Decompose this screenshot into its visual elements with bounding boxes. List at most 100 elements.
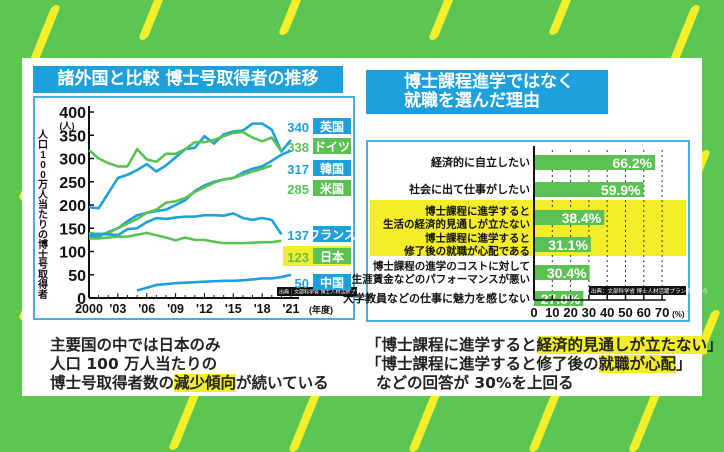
y-tick-label: 0 <box>77 291 86 308</box>
right-title-line2: 就職を選んだ理由 <box>404 91 540 111</box>
category-label: 修了後の就職が心配である <box>403 245 530 258</box>
bar-value-label: 27.0% <box>541 291 581 307</box>
highlight-text: 就職が心配 <box>598 355 677 373</box>
y-label-char: 0 <box>40 160 46 171</box>
y-label-char: 当 <box>38 198 48 211</box>
yellow-slash <box>527 392 562 452</box>
x-tick-label: '12 <box>196 302 213 316</box>
y-label-char: 口 <box>38 140 48 151</box>
legend-box <box>313 118 351 134</box>
left-footer-line2: 人口 100 万人当たりの <box>50 355 218 373</box>
line-chart: 0501001502002503003504002000'03'06'09'12… <box>37 105 385 316</box>
end-value-label: 123 <box>287 250 309 265</box>
text: が続いている <box>236 374 329 392</box>
end-value-label: 50 <box>295 276 309 291</box>
source-box <box>589 286 686 295</box>
bar-value-label: 31.1% <box>548 237 588 253</box>
yellow-slash <box>277 0 312 35</box>
legend-label: ドイツ <box>314 140 350 154</box>
legend-box <box>313 226 351 242</box>
x-tick-label: 20 <box>563 305 577 320</box>
text: 」 <box>707 336 723 354</box>
yellow-slash <box>667 5 702 65</box>
yellow-slash <box>137 0 172 40</box>
y-label-char: 0 <box>40 170 46 181</box>
x-tick-label: '03 <box>109 302 126 316</box>
right-footer: 「博士課程に進学すると経済的見通しが立たない」 「博士課程に進学すると修了後の就… <box>366 336 723 393</box>
x-tick-label: 0 <box>530 305 537 320</box>
bar-value-label: 38.4% <box>562 210 602 226</box>
left-footer: 主要国の中では日本のみ 人口 100 万人当たりの 博士号取得者数の減少傾向が続… <box>50 336 329 393</box>
y-tick-label: 150 <box>59 221 86 238</box>
legend-box <box>313 160 351 176</box>
right-title: 博士課程進学ではなく 就職を選んだ理由 <box>366 70 608 114</box>
yellow-slash <box>167 390 202 450</box>
y-label-char: り <box>38 219 48 231</box>
left-footer-line1: 主要国の中では日本のみ <box>50 336 221 354</box>
left-footer-line3: 博士号取得者数の減少傾向が続いている <box>50 374 329 393</box>
category-label: 博士課程に進学すると <box>425 232 530 245</box>
x-tick-label: 70 <box>655 305 669 320</box>
bar-chart: 0 10 20 30 40 50 60 70 (%) 66.2% 経済的に自立したい 59.9% 社会に… <box>343 146 708 320</box>
y-label-char: 得 <box>37 278 48 291</box>
y-label-char: 人 <box>38 188 49 201</box>
series-line-米国 <box>88 164 273 236</box>
yellow-slash <box>427 0 462 40</box>
bar-value-label: 66.2% <box>612 155 652 171</box>
x-tick-label: '15 <box>225 302 242 316</box>
x-tick-label: '21 <box>283 302 300 316</box>
x-tick-label: 60 <box>637 305 651 320</box>
y-tick-label: 250 <box>59 175 86 192</box>
x-tick-label: 30 <box>582 305 596 320</box>
end-value-label: 137 <box>287 228 309 243</box>
yellow-slash <box>627 392 662 452</box>
bar <box>534 291 584 306</box>
y-label-char: 万 <box>37 179 48 191</box>
legend-label: フランス <box>308 228 356 242</box>
text: 」 <box>676 355 692 373</box>
y-tick-label: 350 <box>59 128 86 145</box>
right-footer-line2: 「博士課程に進学すると修了後の就職が心配」 <box>366 355 723 374</box>
end-value-label: 340 <box>287 120 309 135</box>
source-text: 出典：文部科学省 博士人材活躍プラン資料から <box>591 287 708 295</box>
bar <box>534 237 591 252</box>
legend-label: 英国 <box>320 119 344 134</box>
highlight-text: 経済的見通しが立たない <box>536 336 708 354</box>
y-label-char: 取 <box>38 269 49 281</box>
right-title-line1: 博士課程進学ではなく <box>404 72 574 92</box>
y-label-char: 号 <box>38 259 48 271</box>
category-label: 生活の経済的見通しが立たない <box>383 218 530 231</box>
x-unit: (%) <box>672 310 685 319</box>
category-label: 大学教員などの仕事に魅力を感じない <box>343 291 530 305</box>
bar <box>534 210 605 225</box>
end-value-label: 285 <box>287 182 309 197</box>
x-tick-label: 10 <box>545 305 559 320</box>
series-line-フランス <box>88 212 283 237</box>
right-footer-line3: などの回答が 30%を上回る <box>376 374 574 392</box>
y-tick-label: 300 <box>59 152 86 169</box>
right-footer-line1: 「博士課程に進学すると経済的見通しが立たない」 <box>366 336 723 355</box>
bar-value-label: 30.4% <box>547 265 587 281</box>
y-unit: (人) <box>60 120 75 131</box>
legend-label: 日本 <box>320 249 344 264</box>
y-tick-label: 50 <box>68 268 86 285</box>
category-label: 博士課程に進学すると <box>425 205 530 218</box>
legend-label: 韓国 <box>320 161 344 176</box>
end-value-label: 338 <box>287 140 309 155</box>
legend-label: 中国 <box>320 275 344 290</box>
category-label: 社会に出て仕事がしたい <box>408 182 530 196</box>
highlight-band <box>370 200 686 256</box>
x-tick-label: 50 <box>618 305 632 320</box>
y-tick-label: 100 <box>59 245 86 262</box>
category-label: 博士課程の進学のコストに対して <box>373 260 530 273</box>
end-value-label: 317 <box>287 162 309 177</box>
highlight-text: 減少傾向 <box>174 374 237 392</box>
y-label-char: 1 <box>40 150 46 161</box>
y-label-char: の <box>38 230 48 241</box>
yellow-slash <box>547 0 582 35</box>
source-text: 出典｜文部科学省 博士人材活躍プラン資料から <box>279 289 385 296</box>
yellow-slash <box>407 392 442 452</box>
x-tick-label: 2000 <box>75 302 103 316</box>
bar <box>534 265 590 280</box>
x-tick-label: '09 <box>167 302 184 316</box>
